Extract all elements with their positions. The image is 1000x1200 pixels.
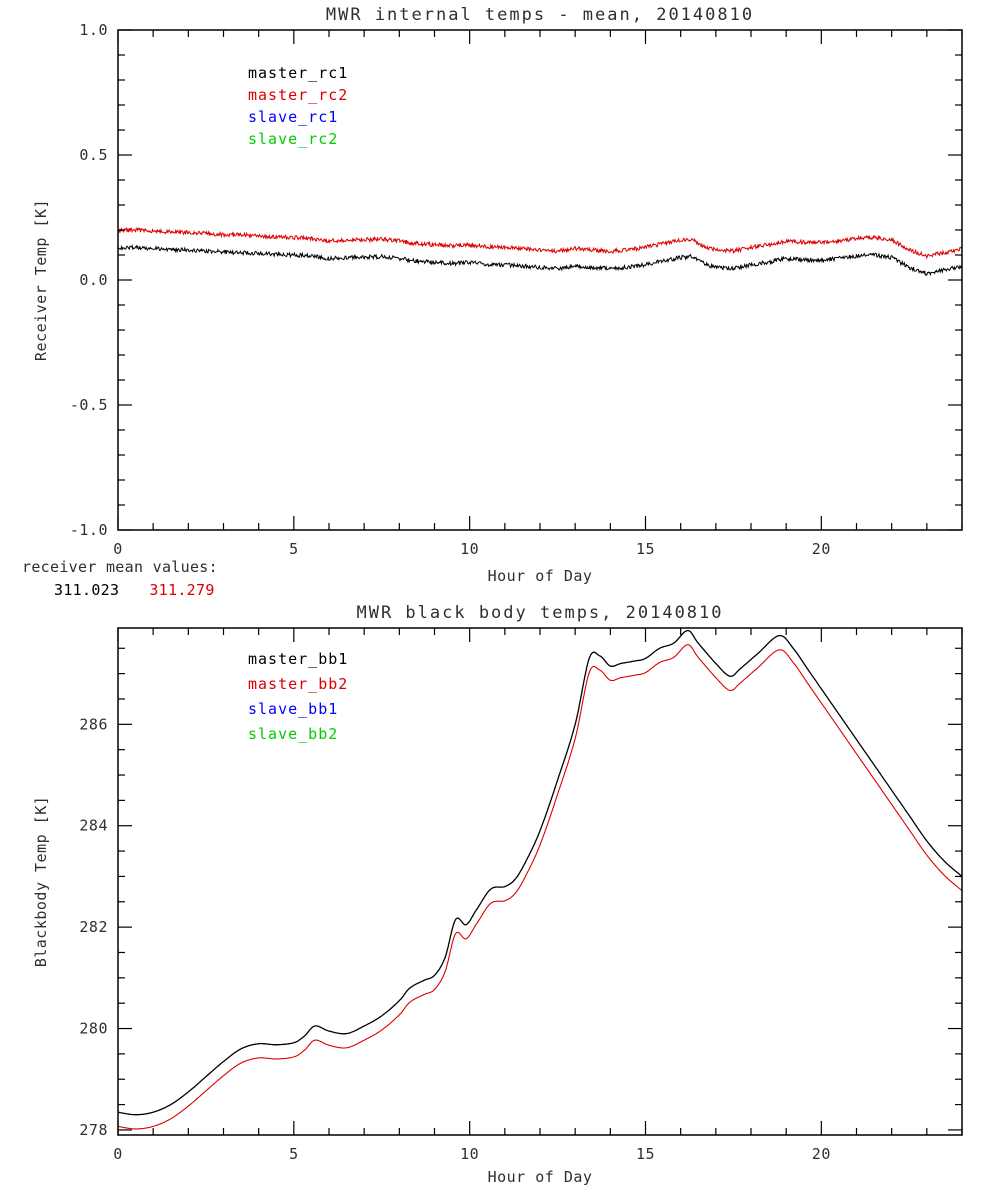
- x-tick-label: 10: [460, 1145, 479, 1163]
- receiver-temps-ylabel: Receiver Temp [K]: [32, 199, 50, 361]
- legend-slave_bb1: slave_bb1: [248, 700, 338, 718]
- legend: master_rc1 master_rc2 slave_rc1 slave_rc2: [248, 64, 348, 148]
- receiver-mean-master-rc1: 311.023: [54, 581, 120, 599]
- x-tick-label: 5: [289, 540, 299, 558]
- legend-slave_bb2: slave_bb2: [248, 725, 338, 743]
- plot-frame: [117, 29, 963, 531]
- series-master_bb2: [118, 644, 962, 1130]
- y-tick-label: 282: [79, 918, 108, 936]
- y-tick-label: 284: [79, 817, 108, 835]
- blackbody-temps-ylabel: Blackbody Temp [K]: [32, 796, 50, 968]
- blackbody-temps-title: MWR black body temps, 20140810: [356, 603, 723, 623]
- receiver-mean-values-block: receiver mean values: 311.023 311.279: [22, 558, 218, 599]
- y-tick-label: 0.5: [79, 146, 108, 164]
- legend-slave_rc1: slave_rc1: [248, 108, 338, 126]
- y-tick-label: -0.5: [70, 396, 108, 414]
- y-tick-label: -1.0: [70, 521, 108, 539]
- receiver-temps-title: MWR internal temps - mean, 20140810: [326, 5, 754, 25]
- legend-slave_rc2: slave_rc2: [248, 130, 338, 148]
- blackbody-temp-chart: 0 5 10 15 20 278 280 282 284 286 MWR black body te…: [0, 600, 1000, 1200]
- legend-master_bb2: master_bb2: [248, 675, 348, 693]
- series-master_bb1: [118, 629, 962, 1116]
- axis-ticks: [117, 29, 963, 531]
- axis-ticks: [117, 628, 963, 1135]
- x-tick-label: 0: [113, 1145, 123, 1163]
- receiver-temps-svg: 0 5 10 15 20 -1.0 -0.5 0.0 0.5 1.0 MWR internal te…: [32, 5, 963, 585]
- series-master_rc1: [118, 244, 962, 277]
- tick-labels: 0 5 10 15 20 -1.0 -0.5 0.0 0.5 1.0: [70, 21, 831, 558]
- y-tick-label: 1.0: [79, 21, 108, 39]
- x-tick-label: 15: [636, 540, 655, 558]
- legend-master_rc1: master_rc1: [248, 64, 348, 82]
- receiver-mean-master-rc2: 311.279: [149, 581, 215, 599]
- series-master_rc2: [118, 227, 962, 260]
- legend-master_rc2: master_rc2: [248, 86, 348, 104]
- x-tick-label: 5: [289, 1145, 299, 1163]
- y-tick-label: 280: [79, 1020, 108, 1038]
- blackbody-temps-xlabel: Hour of Day: [488, 1168, 593, 1186]
- series-group: [118, 227, 962, 277]
- x-tick-label: 20: [812, 540, 831, 558]
- y-tick-label: 278: [79, 1121, 108, 1139]
- y-tick-label: 0.0: [79, 271, 108, 289]
- plot-frame: [117, 627, 963, 1136]
- receiver-temps-xlabel: Hour of Day: [488, 567, 593, 585]
- x-tick-label: 0: [113, 540, 123, 558]
- legend: master_bb1 master_bb2 slave_bb1 slave_bb2: [248, 650, 348, 743]
- series-group: [118, 629, 962, 1130]
- receiver-temp-chart: 0 5 10 15 20 -1.0 -0.5 0.0 0.5 1.0 MWR internal te…: [32, 5, 963, 585]
- y-tick-label: 286: [79, 715, 108, 733]
- receiver-means-label: receiver mean values:: [22, 558, 218, 576]
- blackbody-temps-svg: 0 5 10 15 20 278 280 282 284 286 MWR black body te…: [32, 603, 963, 1186]
- receiver-means-row: 311.023 311.279: [22, 581, 218, 599]
- x-tick-label: 15: [636, 1145, 655, 1163]
- legend-master_bb1: master_bb1: [248, 650, 348, 668]
- tick-labels: 0 5 10 15 20 278 280 282 284 286: [79, 715, 830, 1163]
- x-tick-label: 20: [812, 1145, 831, 1163]
- x-tick-label: 10: [460, 540, 479, 558]
